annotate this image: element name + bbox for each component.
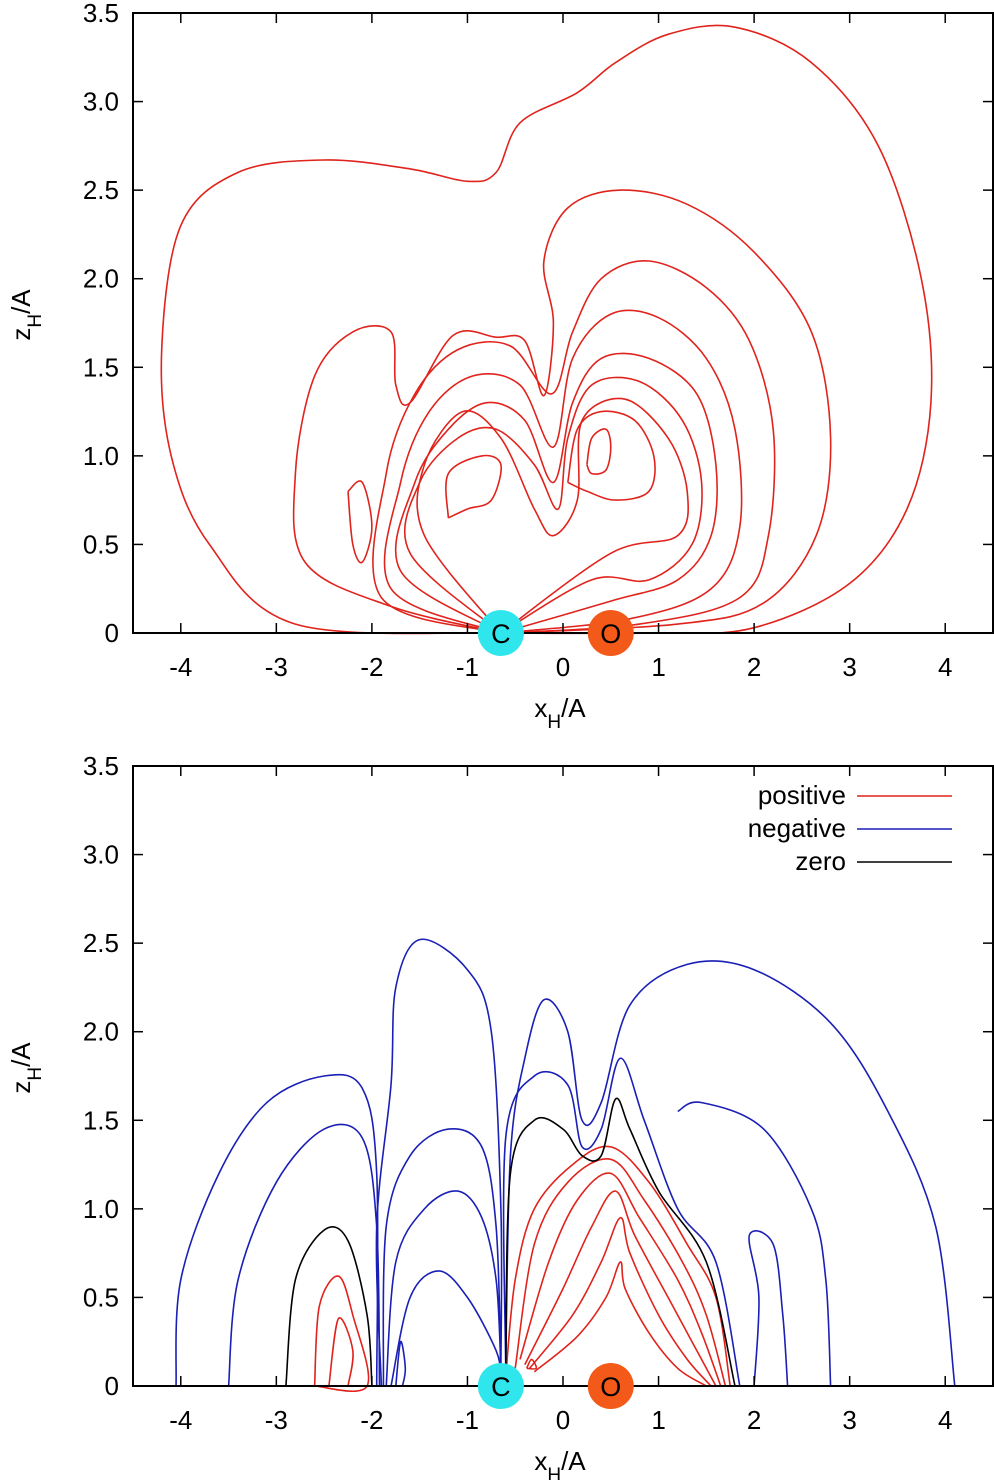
contour-line (328, 1317, 354, 1387)
contour-line (504, 1097, 736, 1387)
y-tick-label: 0.5 (83, 529, 119, 559)
contour-line (586, 428, 612, 475)
atom-o-marker (587, 610, 634, 656)
x-tick-label: -4 (169, 1405, 192, 1435)
x-tick-label: -3 (265, 652, 288, 682)
atom-label: C (491, 1372, 511, 1402)
plot-frame (132, 12, 994, 634)
contour-line (375, 938, 503, 1387)
contour-line (382, 1127, 502, 1387)
y-tick-label: 2.0 (83, 1017, 119, 1047)
contour-line (313, 1275, 370, 1392)
contour-line (416, 397, 690, 634)
contour-line (347, 480, 373, 564)
series-negative (175, 938, 956, 1387)
contour-line (394, 352, 718, 634)
series-positive (160, 24, 933, 635)
x-tick-label: -1 (456, 1405, 479, 1435)
contour-line (372, 260, 776, 634)
y-tick-label: 1.5 (83, 1105, 119, 1135)
x-tick-label: 2 (747, 1405, 761, 1435)
atom-o-marker (587, 1363, 634, 1409)
atom-label: C (491, 619, 511, 649)
y-tick-label: 1.0 (83, 441, 119, 471)
y-tick-label: 3.5 (83, 751, 119, 781)
x-tick-label: 0 (556, 1405, 570, 1435)
x-tick-label: -1 (456, 652, 479, 682)
x-tick-label: 1 (651, 1405, 665, 1435)
series-positive (313, 1145, 731, 1392)
y-tick-label: 1.0 (83, 1194, 119, 1224)
y-tick-label: 2.5 (83, 928, 119, 958)
x-tick-label: -2 (360, 1405, 383, 1435)
atom-label: O (600, 619, 621, 649)
x-axis-label: xH/A (534, 693, 586, 733)
contour-line (748, 1230, 789, 1387)
y-axis-label: zH/A (6, 289, 46, 341)
series-zero (285, 1097, 736, 1387)
y-tick-label: 3.0 (83, 87, 119, 117)
y-tick-label: 2.5 (83, 175, 119, 205)
chart-panel-2: -4 -3 -2 -1 0 1 2 3 4 0 0.5 1.0 1.5 2.0 2.5 3.0 3.5 C OxH/… (6, 751, 994, 1480)
contour-line (525, 1358, 538, 1370)
x-tick-label: 1 (651, 652, 665, 682)
x-tick-label: 3 (842, 1405, 856, 1435)
contour-line (292, 189, 832, 634)
contour-line (285, 1226, 373, 1387)
x-tick-label: -4 (169, 652, 192, 682)
y-tick-label: 1.5 (83, 352, 119, 382)
contour-line (175, 1073, 379, 1387)
contour-line (504, 960, 956, 1387)
x-tick-label: 4 (938, 652, 952, 682)
y-tick-label: 3.5 (83, 0, 119, 28)
legend-label: negative (748, 813, 846, 843)
atom-c-marker (477, 610, 524, 656)
contour-line (385, 1190, 502, 1387)
x-tick-label: 2 (747, 652, 761, 682)
x-tick-label: 3 (842, 652, 856, 682)
x-axis-label: xH/A (534, 1446, 586, 1480)
y-axis-label: zH/A (6, 1042, 46, 1094)
contour-line (677, 1101, 832, 1387)
legend-label: positive (758, 780, 846, 810)
chart-panel-1: -4 -3 -2 -1 0 1 2 3 4 0 0.5 1.0 1.5 2.0 2.5 3.0 3.5 C OxH/… (6, 0, 994, 733)
contour-line (383, 309, 743, 634)
contour-line (160, 24, 933, 635)
contour-line (514, 1158, 727, 1387)
y-tick-label: 0 (105, 618, 119, 648)
contour-line (227, 1123, 381, 1387)
contour-line (504, 1145, 731, 1387)
x-tick-label: -3 (265, 1405, 288, 1435)
contour-line (404, 376, 703, 634)
contour-line (533, 1261, 707, 1387)
y-tick-label: 2.0 (83, 264, 119, 294)
plot-frame (132, 765, 994, 1387)
contour-line (390, 1270, 502, 1387)
x-tick-label: 0 (556, 652, 570, 682)
contour-line (524, 1190, 717, 1387)
contour-line (395, 1340, 407, 1387)
contour-line (567, 410, 656, 501)
contour-line (502, 1057, 741, 1387)
y-tick-label: 3.0 (83, 840, 119, 870)
contour-line (519, 1172, 722, 1387)
y-tick-label: 0 (105, 1371, 119, 1401)
atom-label: O (600, 1372, 621, 1402)
x-tick-label: 4 (938, 1405, 952, 1435)
contour-line (445, 454, 502, 519)
x-tick-label: -2 (360, 652, 383, 682)
legend-label: zero (795, 846, 846, 876)
atom-c-marker (477, 1363, 524, 1409)
contour-line (528, 1216, 712, 1387)
y-tick-label: 0.5 (83, 1282, 119, 1312)
